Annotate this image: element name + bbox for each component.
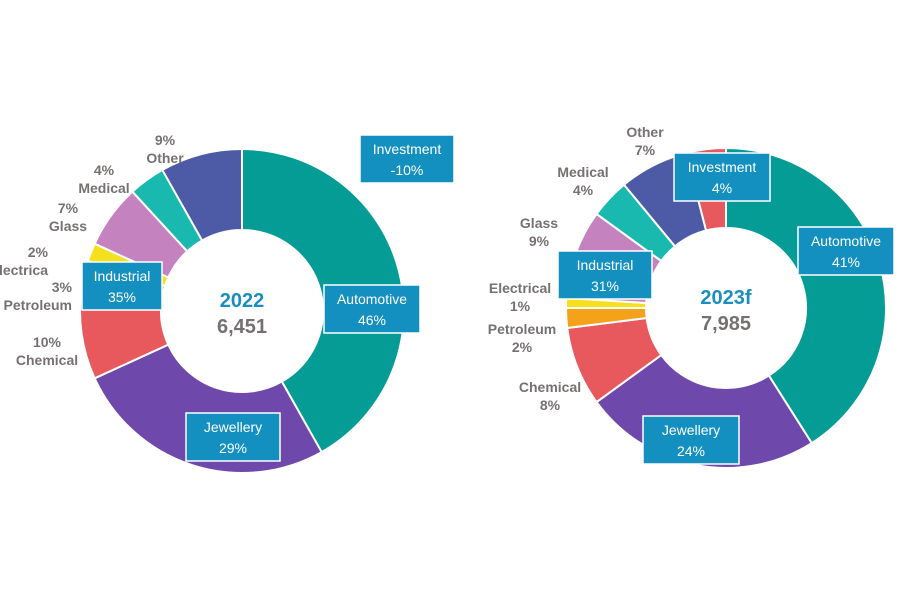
- callout-box-investment: Investment 4%: [673, 152, 771, 202]
- slice-other: [160, 147, 243, 242]
- slice-outside-label-line: 1%: [510, 298, 531, 314]
- slice-outside-label-line: 9%: [155, 132, 176, 148]
- slice-outside-label: Electrical 1%: [489, 280, 551, 314]
- slice-outside-label: 3% Petroleum: [4, 279, 73, 313]
- callout-name: Investment: [373, 141, 442, 157]
- callout-name: Jewellery: [204, 419, 262, 435]
- callout-box-bg: [642, 415, 740, 465]
- slice-outside-label-line: Medical: [557, 164, 608, 180]
- callout-box-jewellery: Jewellery 24%: [642, 415, 740, 465]
- slice-outside-label: Other 7%: [626, 124, 664, 158]
- callout-name: Jewellery: [662, 422, 720, 438]
- slice-outside-label: Glass 9%: [520, 215, 558, 249]
- callout-name: Investment: [688, 159, 757, 175]
- slice-automotive: [725, 146, 887, 445]
- callout-box-bg: [323, 284, 421, 334]
- callout-value: -10%: [391, 162, 424, 178]
- slice-outside-label-line: 10%: [33, 334, 62, 350]
- callout-value: 41%: [832, 254, 860, 270]
- center-year-label: 2023f: [700, 287, 751, 309]
- callout-box-industrial: Industrial 31%: [557, 250, 653, 300]
- slice-outside-label-line: 2%: [512, 339, 533, 355]
- center-total-label: 6,451: [217, 316, 267, 338]
- callout-value: 24%: [677, 443, 705, 459]
- slice-outside-label: Medical 4%: [557, 164, 608, 198]
- center-year-label: 2022: [220, 290, 265, 312]
- callout-value: 46%: [358, 312, 386, 328]
- callout-box-bg: [359, 134, 455, 184]
- slice-automotive: [241, 147, 405, 454]
- slice-outside-label-line: Petroleum: [4, 297, 72, 313]
- slice-outside-label: 9% Other: [146, 132, 184, 166]
- slice-outside-label: 10% Chemical: [16, 334, 78, 368]
- center-total-label: 7,985: [701, 313, 751, 335]
- callout-box-bg: [557, 250, 653, 300]
- slice-outside-label-line: 3%: [52, 279, 73, 295]
- callout-value: 31%: [591, 278, 619, 294]
- slice-outside-label-line: Petroleum: [488, 321, 556, 337]
- callout-name: Automotive: [811, 233, 881, 249]
- slice-outside-label-line: Electrical: [489, 280, 551, 296]
- slice-outside-label-line: 7%: [58, 200, 79, 216]
- slice-outside-label-line: 4%: [573, 182, 594, 198]
- slice-outside-label-line: Chemical: [16, 352, 78, 368]
- slice-outside-label-line: 4%: [94, 162, 115, 178]
- callout-box-investment: Investment -10%: [359, 134, 455, 184]
- callout-box-bg: [797, 226, 895, 276]
- slice-outside-label-line: Chemical: [519, 379, 581, 395]
- slice-outside-label-line: Medical: [78, 180, 129, 196]
- slice-outside-label: 7% Glass: [49, 200, 87, 234]
- callout-name: Automotive: [337, 291, 407, 307]
- callout-box-bg: [81, 261, 163, 311]
- callout-box-jewellery: Jewellery 29%: [185, 412, 281, 462]
- callout-value: 29%: [219, 440, 247, 456]
- callout-value: 4%: [712, 180, 732, 196]
- slice-outside-label: Chemical 8%: [519, 379, 581, 413]
- slice-outside-label-line: 7%: [635, 142, 656, 158]
- donut-chart-2022: 2022 6,451 Investment -10% Automotive 46% Jewe…: [0, 132, 455, 474]
- donut-chart-2023f: 2023f 7,985 Investment 4% Automotive 41% Jewel…: [488, 124, 895, 469]
- callout-name: Industrial: [94, 268, 151, 284]
- slice-outside-label-line: Glass: [520, 215, 558, 231]
- callout-box-automotive: Automotive 46%: [323, 284, 421, 334]
- slice-outside-label-line: Other: [146, 150, 184, 166]
- callout-value: 35%: [108, 289, 136, 305]
- slice-outside-label: 2% Electrica: [0, 244, 49, 278]
- slice-outside-label-line: 8%: [540, 397, 561, 413]
- callout-box-automotive: Automotive 41%: [797, 226, 895, 276]
- slice-outside-label-line: 9%: [529, 233, 550, 249]
- slice-outside-label-line: Other: [626, 124, 664, 140]
- callout-box-bg: [185, 412, 281, 462]
- slice-outside-label-line: Electrica: [0, 262, 48, 278]
- slice-outside-label-line: 2%: [28, 244, 49, 260]
- slice-outside-label-line: Glass: [49, 218, 87, 234]
- callout-box-industrial: Industrial 35%: [81, 261, 163, 311]
- slice-outside-label: 4% Medical: [78, 162, 129, 196]
- callout-box-bg: [673, 152, 771, 202]
- slice-outside-label: Petroleum 2%: [488, 321, 556, 355]
- callout-name: Industrial: [577, 257, 634, 273]
